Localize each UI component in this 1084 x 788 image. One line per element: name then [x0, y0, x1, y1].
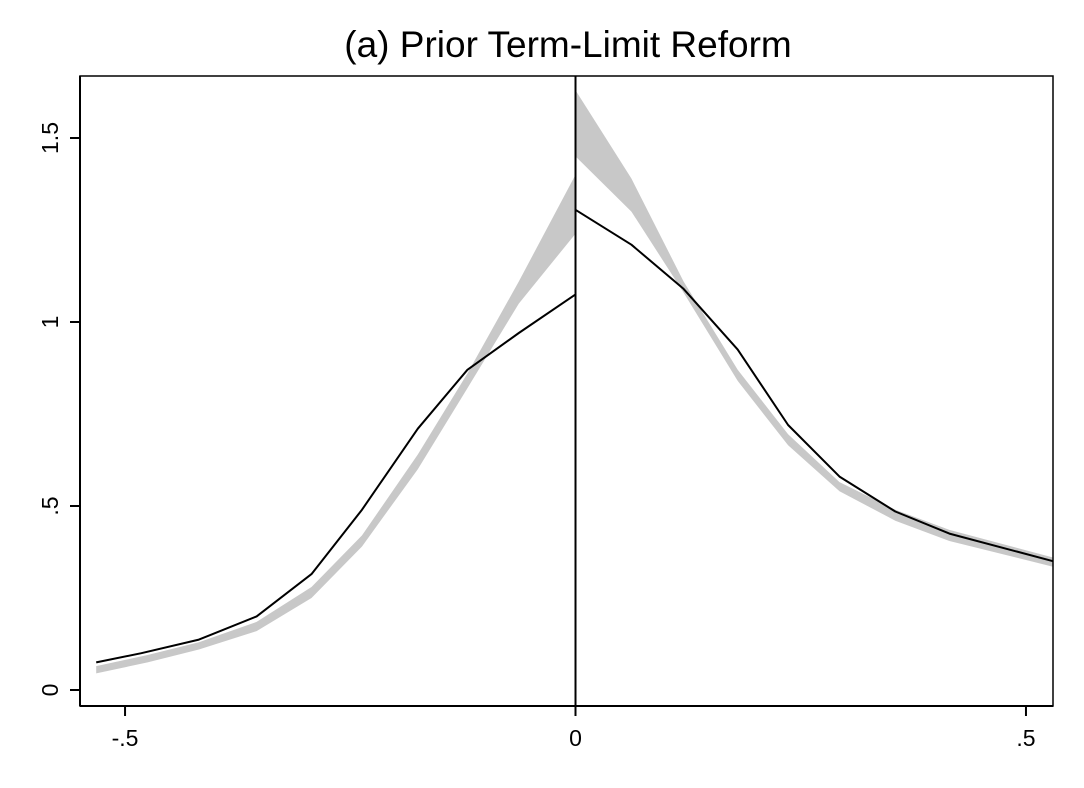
plot-frame	[79, 75, 1054, 707]
y-tick-label: .5	[37, 496, 63, 515]
y-tick-label: 0	[37, 684, 63, 697]
confidence-band-right	[575, 90, 1053, 567]
y-tick-label: 1	[37, 316, 63, 329]
fit-line-left	[96, 293, 577, 664]
chart-title: (a) Prior Term-Limit Reform	[344, 24, 792, 65]
x-axis-ticks: -.5 0 .5	[112, 706, 1036, 751]
y-tick-label: 1.5	[37, 122, 63, 154]
x-tick-label: .5	[1016, 725, 1035, 751]
confidence-band-left	[96, 174, 576, 674]
fitted-lines	[96, 208, 1054, 664]
fit-line-right	[574, 208, 1054, 563]
x-tick-label: 0	[569, 725, 582, 751]
x-tick-label: -.5	[112, 725, 139, 751]
y-axis-ticks: 0 .5 1 1.5	[37, 122, 80, 696]
